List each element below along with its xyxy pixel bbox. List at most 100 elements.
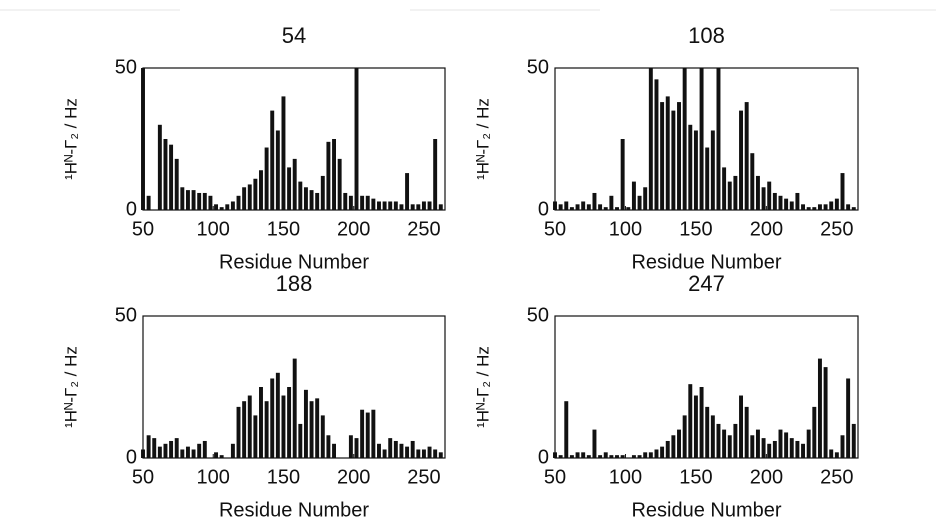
bar: [399, 204, 404, 210]
bar: [643, 452, 648, 458]
bar: [202, 192, 207, 210]
bar: [146, 435, 151, 458]
bar: [242, 401, 247, 458]
bar: [631, 181, 636, 210]
bar: [603, 207, 608, 210]
bar: [744, 102, 749, 210]
bar: [275, 372, 280, 458]
bar: [180, 187, 185, 210]
bar: [146, 195, 151, 210]
bar: [169, 440, 174, 458]
bar: [214, 452, 219, 458]
bar: [202, 440, 207, 458]
bar: [727, 435, 732, 458]
chart-title: 188: [276, 271, 313, 296]
bar: [801, 204, 806, 210]
bar: [609, 195, 614, 210]
bar: [801, 443, 806, 458]
bar: [784, 432, 789, 458]
bar: [840, 173, 845, 210]
bar: [716, 423, 721, 458]
y-axis-label: ¹Hᴺ-Γ₂ / Hz: [473, 98, 492, 180]
bar: [739, 110, 744, 210]
bar: [303, 187, 308, 210]
bar: [410, 204, 415, 210]
bar: [682, 415, 687, 458]
bar: [371, 198, 376, 210]
bar: [247, 184, 252, 210]
x-tick-label: 100: [197, 218, 230, 240]
bar: [615, 207, 619, 210]
plot-frame: [142, 315, 446, 459]
bar: [654, 449, 659, 458]
bar: [230, 201, 235, 210]
bar: [755, 175, 760, 210]
bar: [185, 446, 190, 458]
bar: [259, 170, 263, 210]
bar: [405, 446, 410, 458]
bar: [744, 406, 749, 458]
bar: [275, 130, 280, 210]
bar: [693, 130, 698, 210]
bar: [654, 79, 659, 210]
bar: [677, 102, 681, 210]
bar: [242, 187, 247, 210]
bar: [671, 110, 676, 210]
x-tick-label: 50: [544, 466, 566, 488]
bar: [812, 207, 817, 210]
bar: [716, 68, 721, 210]
bar: [191, 190, 196, 210]
bar: [337, 158, 342, 210]
y-tick-label: 50: [115, 304, 137, 326]
bar: [309, 190, 314, 210]
bar: [767, 181, 772, 210]
bar: [169, 144, 174, 210]
bar: [812, 406, 817, 458]
bar: [823, 204, 828, 210]
bar: [795, 192, 800, 210]
bar: [354, 438, 359, 458]
bar: [569, 455, 574, 458]
bar: [157, 446, 162, 458]
bar: [427, 446, 432, 458]
bar: [558, 204, 563, 210]
bar: [581, 201, 586, 210]
bar: [185, 190, 190, 210]
y-tick-label: 0: [538, 446, 549, 468]
bar: [598, 455, 603, 458]
bar: [699, 68, 704, 210]
bar: [259, 387, 263, 458]
x-tick-label: 200: [337, 218, 370, 240]
bar: [722, 167, 727, 210]
x-tick-label: 50: [132, 466, 154, 488]
bar: [767, 443, 772, 458]
bar: [343, 192, 348, 210]
bar: [710, 415, 715, 458]
bar: [281, 96, 286, 210]
bar: [320, 415, 325, 458]
bar: [615, 455, 619, 458]
bar: [643, 187, 648, 210]
bar: [693, 395, 698, 458]
bar: [648, 68, 653, 210]
bar: [846, 378, 851, 458]
bar: [438, 452, 443, 458]
bar: [225, 204, 230, 210]
bar: [163, 443, 168, 458]
plot-frame: [554, 67, 859, 211]
bar: [264, 147, 269, 210]
bar: [840, 435, 845, 458]
bar: [197, 192, 202, 210]
bar: [598, 204, 603, 210]
y-tick-label: 0: [538, 198, 549, 220]
bar: [427, 201, 432, 210]
bar: [326, 141, 331, 210]
bar: [382, 201, 387, 210]
bar: [236, 406, 241, 458]
bar: [174, 158, 179, 210]
bar: [360, 409, 365, 458]
x-tick-label: 50: [132, 218, 154, 240]
bar: [354, 68, 359, 210]
bar: [365, 195, 370, 210]
bar: [348, 435, 353, 458]
